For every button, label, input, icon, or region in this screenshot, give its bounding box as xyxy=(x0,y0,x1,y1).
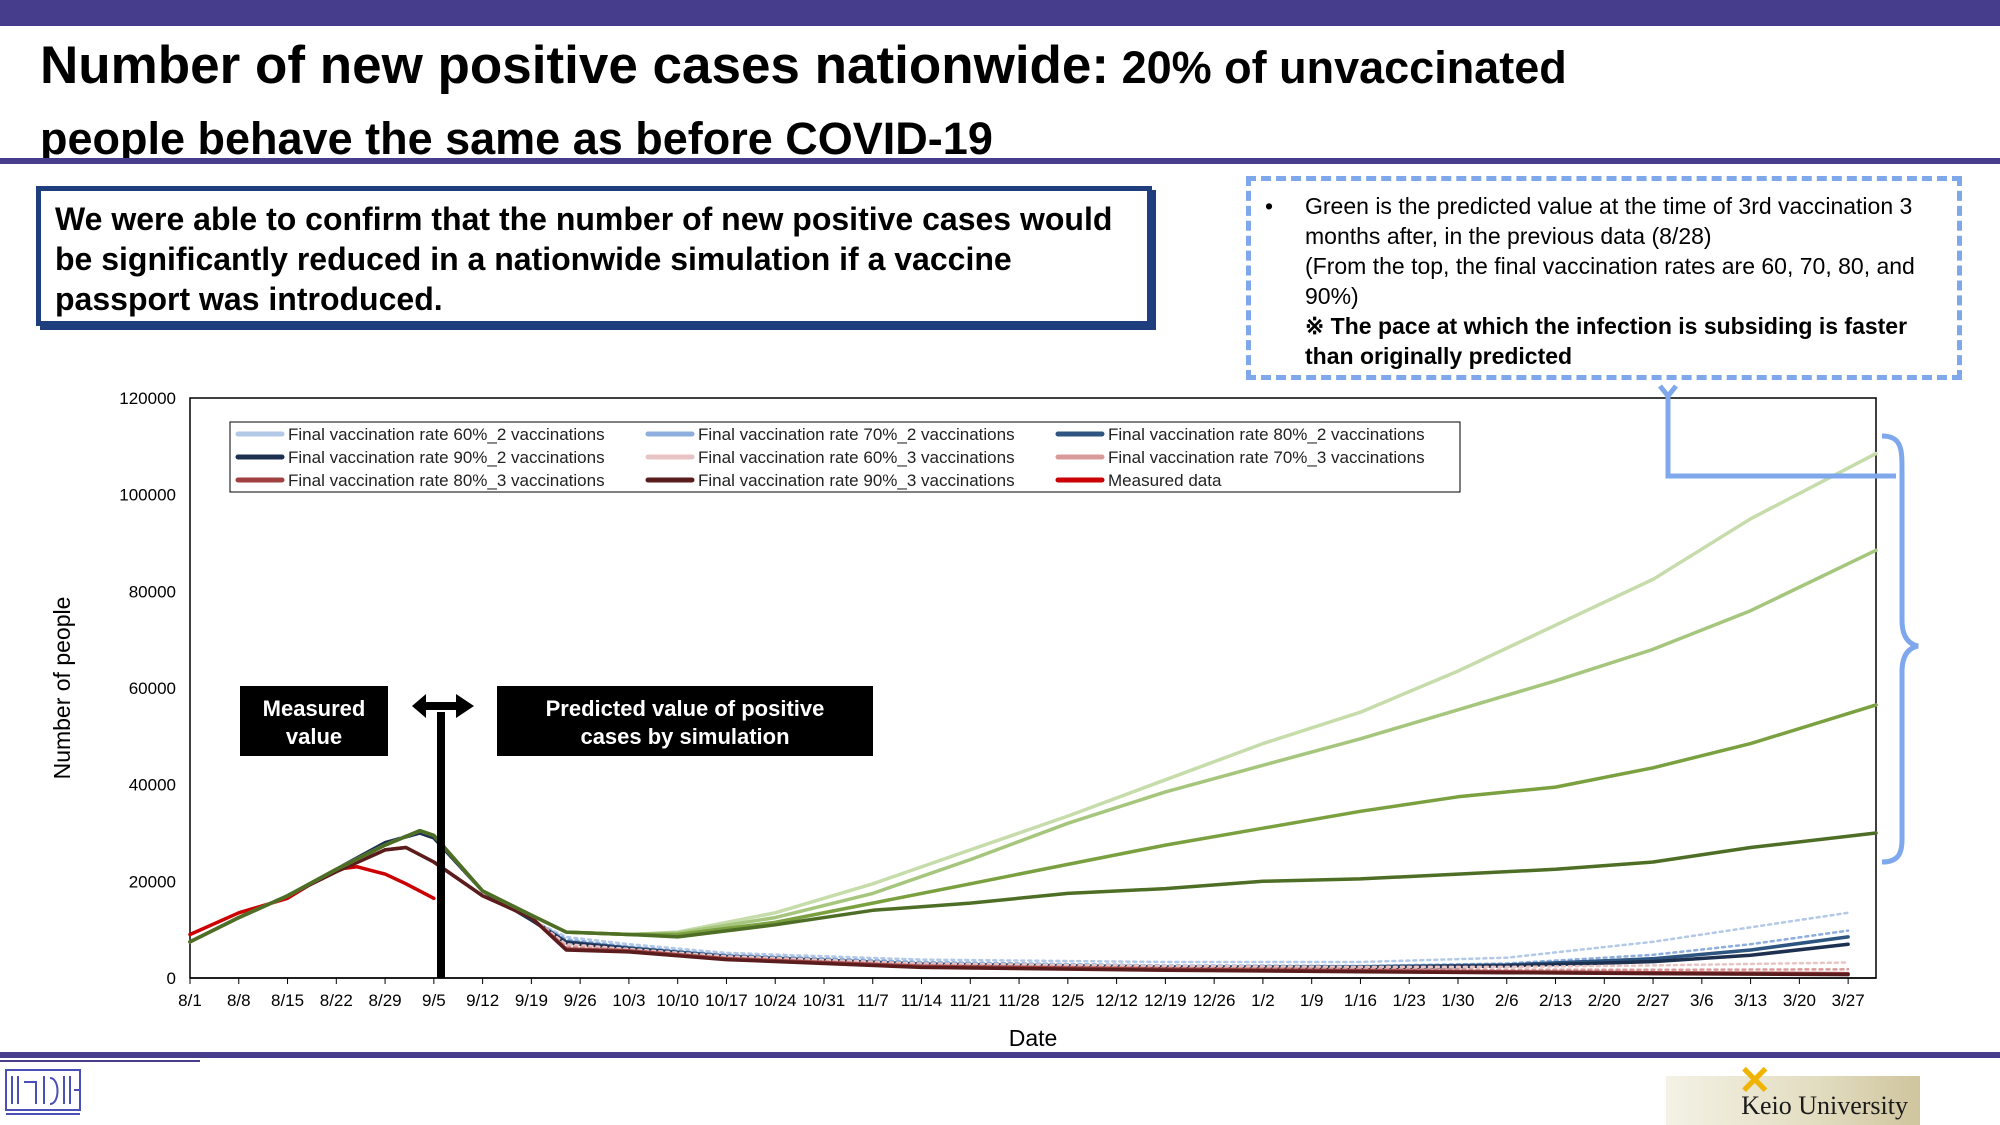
measured-label: Measured value xyxy=(263,696,366,749)
x-tick-label: 3/20 xyxy=(1783,991,1816,1010)
y-tick-label: 100000 xyxy=(119,486,176,505)
y-tick-label: 0 xyxy=(167,969,176,988)
pen-mark-icon: ✕ xyxy=(1738,1059,1772,1103)
x-tick-label: 2/27 xyxy=(1637,991,1670,1010)
title-part2: 20% of unvaccinated xyxy=(1109,42,1567,93)
measured-label-box xyxy=(240,686,388,756)
x-tick-label: 9/26 xyxy=(564,991,597,1010)
predicted-label-box xyxy=(497,686,873,756)
legend-label: Final vaccination rate 80%_3 vaccination… xyxy=(288,471,605,490)
y-tick-label: 40000 xyxy=(129,776,176,795)
series-line xyxy=(188,828,1878,944)
x-tick-label: 11/28 xyxy=(998,991,1039,1010)
x-tick-label: 3/13 xyxy=(1734,991,1767,1010)
x-tick-label: 9/12 xyxy=(466,991,499,1010)
x-tick-label: 10/10 xyxy=(656,991,699,1010)
y-tick-label: 120000 xyxy=(119,389,176,408)
note-bullet: • xyxy=(1265,193,1274,219)
legend-label: Final vaccination rate 60%_3 vaccination… xyxy=(698,448,1015,467)
x-tick-label: 12/26 xyxy=(1193,991,1236,1010)
x-tick-label: 10/3 xyxy=(612,991,645,1010)
x-tick-label: 1/2 xyxy=(1251,991,1275,1010)
legend-label: Final vaccination rate 90%_3 vaccination… xyxy=(698,471,1015,490)
x-tick-label: 1/16 xyxy=(1344,991,1377,1010)
x-tick-label: 8/1 xyxy=(178,991,202,1010)
callout-box: We were able to confirm that the number … xyxy=(36,186,1152,326)
x-tick-label: 1/9 xyxy=(1300,991,1324,1010)
legend xyxy=(229,421,1461,493)
predicted-label: Predicted value of positive cases by simu… xyxy=(546,696,825,749)
title-rule xyxy=(0,158,2000,164)
y-axis-title: Number of people xyxy=(49,597,75,780)
institute-logo xyxy=(5,1069,81,1115)
title-line2: people behave the same as before COVID-1… xyxy=(40,113,993,164)
y-tick-label: 60000 xyxy=(129,679,176,698)
x-tick-label: 10/17 xyxy=(705,991,748,1010)
keio-logo: ✕ Keio University xyxy=(1666,1059,1920,1125)
legend-label: Final vaccination rate 70%_3 vaccination… xyxy=(1108,448,1425,467)
x-tick-label: 12/19 xyxy=(1144,991,1187,1010)
keio-university-text: Keio University xyxy=(1741,1091,1908,1120)
callout-text: We were able to confirm that the number … xyxy=(55,201,1113,317)
note-box: • Green is the predicted value at the ti… xyxy=(1246,176,1962,380)
y-tick-label: 20000 xyxy=(129,872,176,891)
y-tick-label: 80000 xyxy=(129,582,176,601)
legend-label: Measured data xyxy=(1108,471,1222,490)
legend-label: Final vaccination rate 70%_2 vaccination… xyxy=(698,425,1015,444)
x-tick-label: 12/5 xyxy=(1051,991,1084,1010)
x-tick-label: 12/12 xyxy=(1095,991,1138,1010)
bottom-rule-accent xyxy=(0,1060,200,1062)
x-tick-label: 2/13 xyxy=(1539,991,1572,1010)
connector-arrowhead-icon xyxy=(1658,384,1678,401)
note-line1: Green is the predicted value at the time… xyxy=(1305,193,1913,249)
legend-label: Final vaccination rate 60%_2 vaccination… xyxy=(288,425,605,444)
x-tick-label: 10/24 xyxy=(754,991,797,1010)
x-tick-label: 3/27 xyxy=(1832,991,1865,1010)
x-tick-label: 3/6 xyxy=(1690,991,1714,1010)
double-arrow-icon xyxy=(412,694,474,718)
x-axis-title: Date xyxy=(1009,1025,1058,1051)
x-tick-label: 1/23 xyxy=(1393,991,1426,1010)
x-tick-label: 8/22 xyxy=(320,991,353,1010)
legend-label: Final vaccination rate 80%_2 vaccination… xyxy=(1108,425,1425,444)
note-line3: ※ The pace at which the infection is sub… xyxy=(1305,313,1908,369)
x-tick-label: 11/14 xyxy=(901,991,942,1010)
x-tick-label: 11/21 xyxy=(950,991,991,1010)
x-tick-label: 10/31 xyxy=(803,991,846,1010)
brace-icon xyxy=(1881,433,1919,865)
x-tick-label: 2/20 xyxy=(1588,991,1621,1010)
x-tick-label: 11/7 xyxy=(857,991,889,1010)
x-tick-label: 8/15 xyxy=(271,991,304,1010)
x-tick-label: 8/29 xyxy=(369,991,402,1010)
top-bar xyxy=(0,0,2000,26)
plot-area xyxy=(189,397,1877,979)
legend-label: Final vaccination rate 90%_2 vaccination… xyxy=(288,448,605,467)
x-tick-label: 2/6 xyxy=(1495,991,1519,1010)
note-line2: (From the top, the final vaccination rat… xyxy=(1305,253,1915,309)
bottom-rule xyxy=(0,1052,2000,1058)
series-line xyxy=(188,845,1850,977)
x-tick-label: 9/5 xyxy=(422,991,446,1010)
page-title: Number of new positive cases nationwide:… xyxy=(40,36,1940,180)
x-tick-label: 1/30 xyxy=(1441,991,1474,1010)
x-tick-label: 9/19 xyxy=(515,991,548,1010)
title-part1: Number of new positive cases nationwide: xyxy=(40,36,1110,95)
x-tick-label: 8/8 xyxy=(227,991,251,1010)
connector-line xyxy=(1665,394,1896,479)
